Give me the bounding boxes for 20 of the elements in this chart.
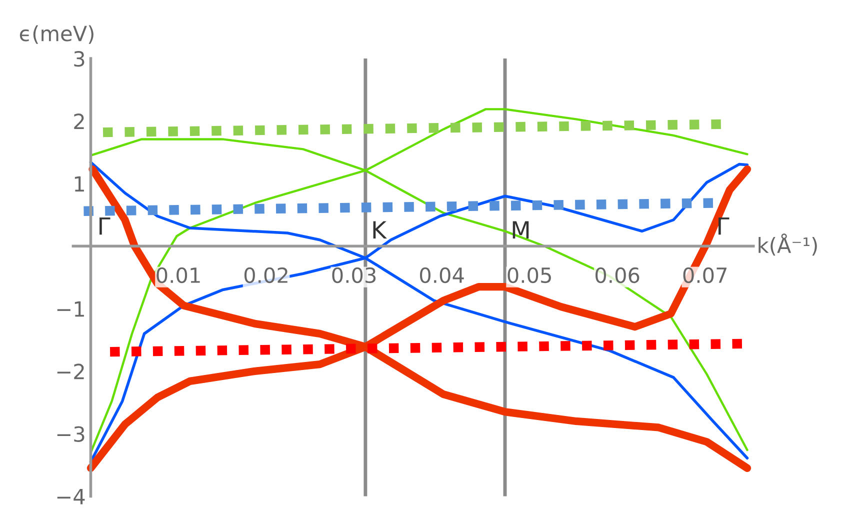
x-tick-label: 0.07 (683, 267, 727, 284)
y-tick-label: 2 (74, 114, 84, 129)
x-tick-label: 0.05 (508, 267, 551, 284)
y-tick-label: −3 (57, 426, 84, 442)
y-tick-label: −1 (57, 301, 84, 317)
annotation: Γ (718, 217, 730, 235)
x-tick-label: 0.03 (332, 267, 376, 284)
y-tick-label: 3 (74, 50, 84, 67)
x-axis-title: k(Å⁻¹) (758, 234, 817, 256)
annotation: Γ (100, 217, 110, 235)
ref-line-label: M (512, 221, 529, 238)
y-tick-label: −2 (57, 364, 84, 380)
x-tick-label: 0.02 (244, 267, 288, 284)
y-tick-label: 1 (74, 176, 84, 192)
ref-line-label: K (373, 221, 387, 238)
x-tick-label: 0.04 (420, 267, 464, 284)
y-axis-title: ϵ(meV) (20, 25, 94, 44)
x-tick-label: 0.06 (596, 267, 640, 284)
x-tick-label: 0.01 (156, 267, 200, 284)
y-tick-label: −4 (57, 489, 85, 504)
